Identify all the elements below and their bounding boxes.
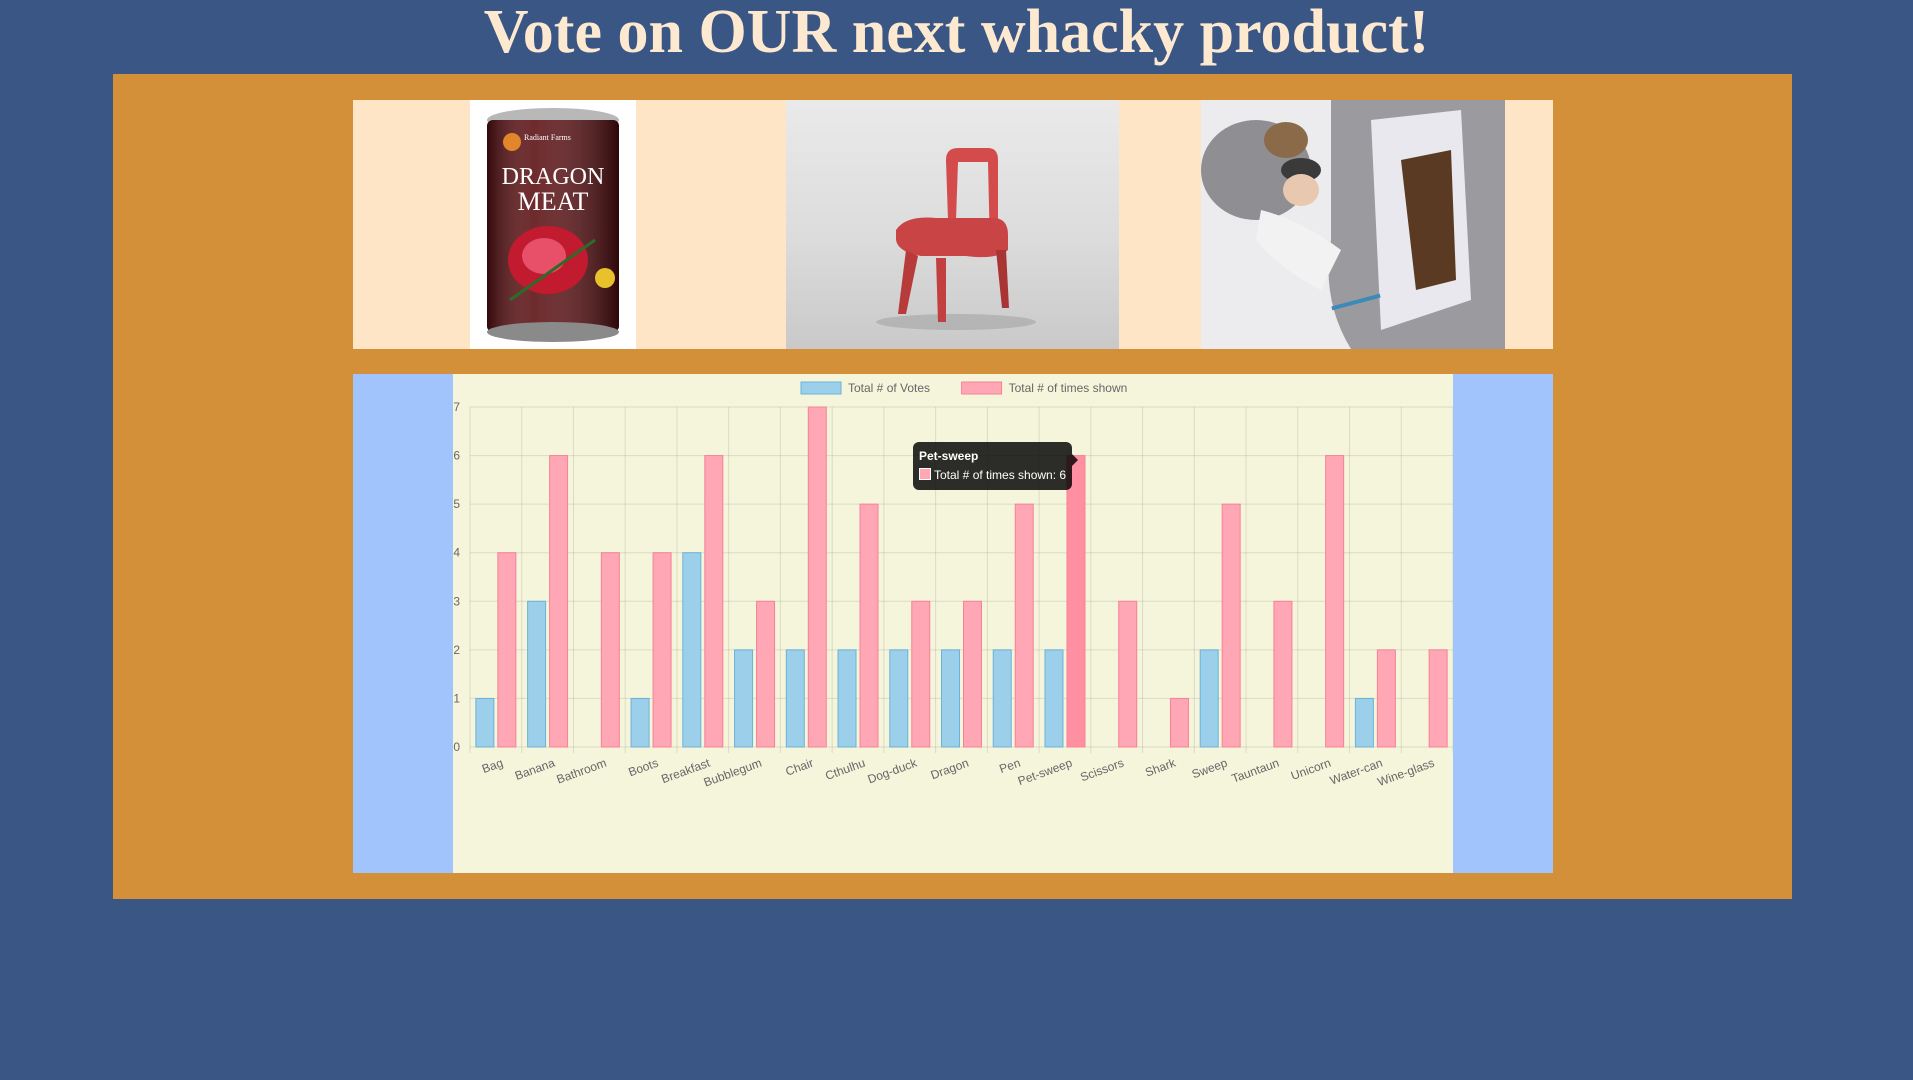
bar-votes-boots — [630, 697, 650, 748]
x-tick-label: Boots — [626, 756, 660, 780]
tauntaun-sleeping-bag-image — [1201, 100, 1505, 349]
tooltip-row: Total # of times shown: 6 — [919, 466, 1066, 485]
x-tick-label: Pen — [997, 756, 1022, 776]
y-tick-label: 3 — [453, 594, 460, 608]
legend-label: Total # of Votes — [848, 381, 930, 395]
x-tick-label: Cthulhu — [823, 756, 867, 783]
page-title: Vote on OUR next whacky product! — [483, 0, 1430, 66]
main-panel: Radiant Farms DRAGON MEAT — [113, 74, 1792, 899]
bar-votes-pet-sweep — [1044, 649, 1064, 748]
bar-votes-pen — [992, 649, 1012, 748]
bar-shown-sweep — [1221, 503, 1241, 748]
legend-swatch — [961, 381, 1003, 395]
x-tick-label: Scissors — [1078, 756, 1125, 785]
product-image-chair[interactable] — [786, 100, 1119, 349]
bar-votes-dragon — [941, 649, 960, 748]
product-image-dragon-meat[interactable]: Radiant Farms DRAGON MEAT — [470, 100, 636, 349]
y-tick-label: 4 — [453, 546, 460, 560]
x-tick-label: Shark — [1143, 755, 1178, 779]
dragon-meat-can-image: Radiant Farms DRAGON MEAT — [487, 108, 619, 342]
y-tick-label: 6 — [453, 449, 460, 463]
tooltip-swatch — [919, 468, 931, 480]
bar-shown-scissors — [1118, 600, 1138, 748]
bar-shown-dragon — [963, 600, 982, 748]
bar-votes-water-can — [1354, 697, 1374, 748]
legend-item-1: Total # of times shown — [961, 381, 1128, 395]
product-image-tauntaun[interactable] — [1201, 100, 1505, 349]
bar-shown-water-can — [1376, 649, 1396, 748]
bar-shown-bag — [497, 552, 517, 748]
bar-shown-boots — [652, 552, 672, 748]
bar-votes-breakfast — [682, 552, 702, 748]
bar-shown-pet-sweep — [1066, 455, 1086, 748]
product-strip: Radiant Farms DRAGON MEAT — [353, 100, 1553, 349]
legend-swatch — [800, 381, 842, 395]
x-tick-label: Tauntaun — [1230, 756, 1281, 786]
chart-canvas[interactable]: 0 1 2 3 4 5 6 7 Bag Banana Bathroom Boots Breakfast B… — [453, 374, 1453, 873]
x-tick-label: Pet-sweep — [1016, 756, 1074, 789]
y-tick-label: 0 — [453, 740, 460, 754]
legend-item-0: Total # of Votes — [800, 381, 930, 395]
chart-tooltip: Pet-sweep Total # of times shown: 6 — [913, 442, 1079, 490]
x-tick-label: Unicorn — [1289, 756, 1333, 783]
x-tick-label: Sweep — [1190, 756, 1230, 782]
bar-votes-banana — [527, 600, 547, 748]
bar-shown-chair — [807, 406, 827, 748]
bar-votes-sweep — [1199, 649, 1219, 748]
x-tick-label: Bubblegum — [702, 756, 764, 790]
x-tick-label: Chair — [784, 756, 816, 779]
can-brand: Radiant Farms — [524, 133, 571, 142]
y-tick-label: 5 — [453, 497, 460, 511]
x-tick-label: Dragon — [929, 756, 971, 783]
x-tick-label: Banana — [513, 756, 557, 783]
chart-container: 0 1 2 3 4 5 6 7 Bag Banana Bathroom Boots Breakfast B… — [353, 374, 1553, 873]
bar-shown-cthulhu — [859, 503, 879, 748]
bar-votes-chair — [785, 649, 805, 748]
bar-shown-dog-duck — [911, 600, 931, 748]
x-tick-label: Bag — [480, 756, 505, 776]
bar-shown-banana — [549, 455, 569, 748]
x-tick-label: Bathroom — [555, 756, 609, 787]
svg-text:MEAT: MEAT — [518, 187, 589, 216]
legend-label: Total # of times shown — [1009, 381, 1128, 395]
x-tick-label: Dog-duck — [866, 755, 920, 786]
svg-text:DRAGON: DRAGON — [502, 164, 605, 190]
tooltip-caret — [1072, 454, 1079, 466]
bar-shown-bubblegum — [756, 600, 776, 748]
y-tick-label: 7 — [453, 400, 460, 414]
chair-image — [876, 148, 1036, 330]
y-tick-label: 1 — [453, 691, 460, 705]
bar-votes-cthulhu — [837, 649, 857, 748]
tooltip-label: Total # of times shown: 6 — [934, 468, 1067, 482]
bar-shown-bathroom — [600, 552, 620, 748]
bar-shown-shark — [1169, 697, 1189, 748]
bar-shown-pen — [1014, 503, 1034, 748]
bar-votes-dog-duck — [889, 649, 909, 748]
y-tick-label: 2 — [453, 643, 460, 657]
x-tick-label: Water-can — [1328, 756, 1384, 788]
bar-votes-bubblegum — [734, 649, 754, 748]
bar-shown-tauntaun — [1273, 600, 1293, 748]
bar-shown-wine-glass — [1428, 649, 1448, 748]
bar-shown-breakfast — [704, 455, 724, 748]
bar-shown-unicorn — [1325, 455, 1345, 748]
bar-votes-bag — [475, 697, 495, 748]
tooltip-title: Pet-sweep — [919, 449, 979, 463]
x-tick-label: Wine-glass — [1376, 756, 1437, 789]
